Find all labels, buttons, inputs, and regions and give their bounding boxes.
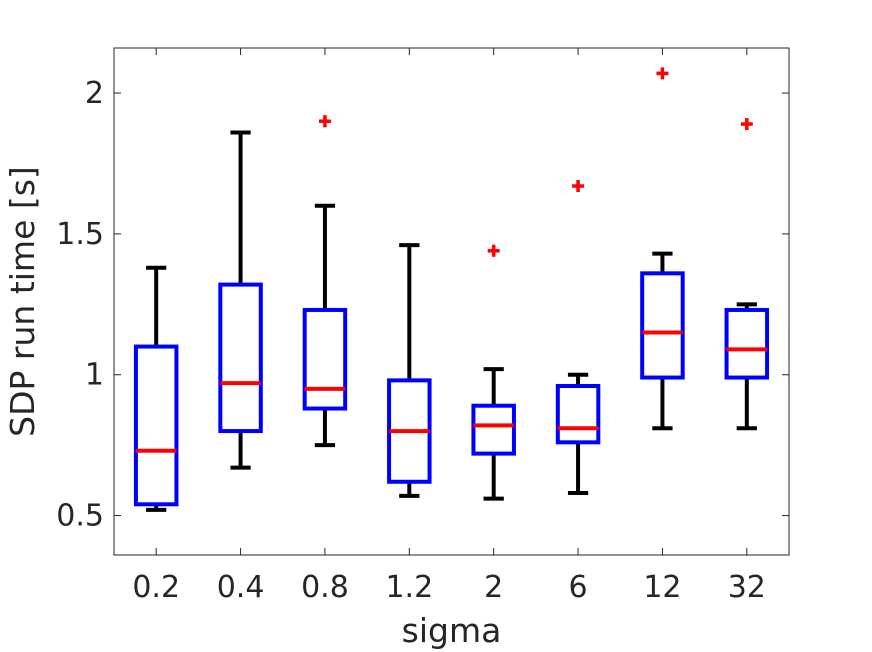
outlier-marker <box>740 118 753 131</box>
plot-area-frame <box>113 47 790 556</box>
outlier-marker <box>318 115 331 128</box>
boxes-layer <box>133 67 770 512</box>
x-axis-label: sigma <box>402 611 502 650</box>
box-group <box>387 243 432 498</box>
box-group <box>302 115 348 448</box>
box-iqr <box>133 344 179 507</box>
x-tick-label: 32 <box>728 570 766 605</box>
box-group <box>555 180 601 496</box>
box-iqr <box>724 307 770 380</box>
x-tick-label: 12 <box>643 570 681 605</box>
box-group <box>724 118 770 431</box>
y-tick-label: 0.5 <box>56 499 104 534</box>
outlier-marker <box>487 244 500 257</box>
box-group <box>640 67 685 431</box>
x-axis-ticks: 0.2 0.4 0.8 1.2 2 6 12 32 <box>132 48 766 605</box>
box-iqr <box>640 271 685 380</box>
box-group <box>133 265 179 512</box>
y-tick-label: 1.5 <box>56 217 104 252</box>
x-tick-label: 2 <box>484 570 503 605</box>
box-iqr <box>471 403 516 456</box>
y-tick-label: 2 <box>85 76 104 111</box>
outlier-marker <box>656 67 669 80</box>
box-iqr <box>218 282 263 434</box>
x-tick-label: 0.2 <box>132 570 180 605</box>
box-iqr <box>302 307 348 411</box>
outlier-marker <box>572 180 585 193</box>
y-tick-label: 1 <box>85 358 104 393</box>
box-group <box>218 130 263 470</box>
x-tick-label: 6 <box>569 570 588 605</box>
box-group <box>471 244 516 501</box>
x-tick-label: 0.8 <box>301 570 349 605</box>
y-axis-label: SDP run time [s] <box>3 166 42 437</box>
y-axis-ticks: 0.5 1 1.5 2 <box>56 76 789 534</box>
box-iqr <box>555 384 601 445</box>
x-tick-label: 0.4 <box>217 570 265 605</box>
x-tick-label: 1.2 <box>385 570 433 605</box>
